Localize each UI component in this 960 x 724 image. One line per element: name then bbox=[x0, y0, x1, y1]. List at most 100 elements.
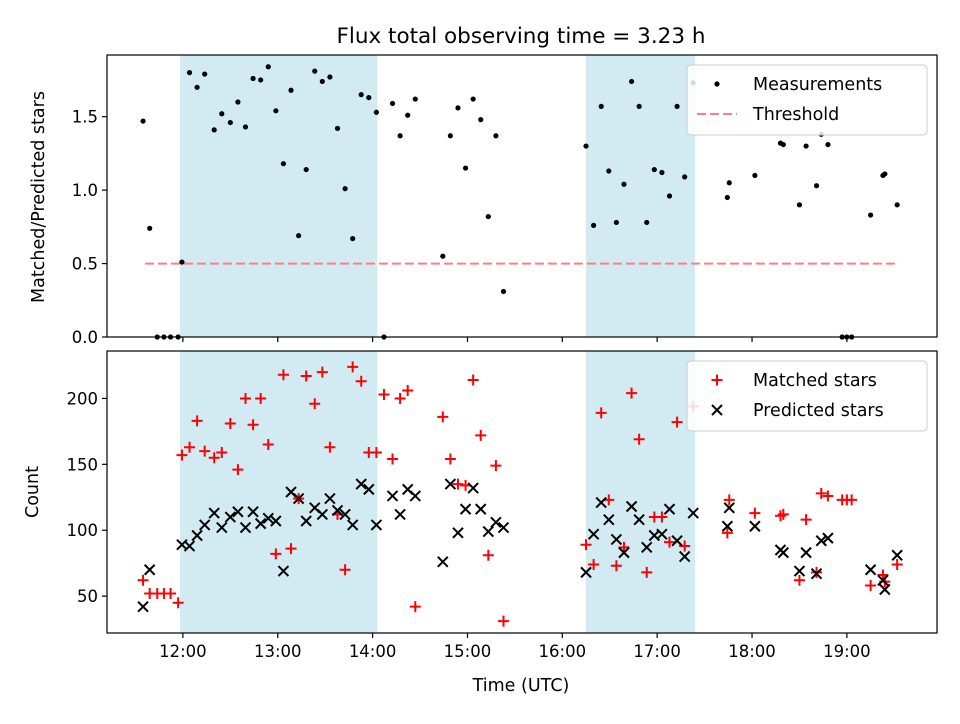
x-tick-label: 13:00 bbox=[254, 642, 302, 661]
matched-point bbox=[232, 464, 244, 476]
predicted-point bbox=[459, 503, 472, 515]
legend-box-bottom bbox=[686, 360, 928, 432]
measurement-point bbox=[591, 222, 597, 228]
matched-point bbox=[277, 369, 289, 381]
measurement-point bbox=[350, 235, 356, 242]
measurement-point bbox=[358, 92, 364, 98]
predicted-point bbox=[191, 529, 203, 542]
matched-point bbox=[793, 574, 805, 586]
matched-point bbox=[378, 388, 390, 400]
matched-point bbox=[216, 446, 228, 458]
panel-top: 0.0 0.5 1.0 1.5 Measurements Threshold bbox=[72, 54, 938, 347]
predicted-point bbox=[815, 535, 827, 547]
measurement-point bbox=[327, 74, 333, 80]
measurement-point bbox=[485, 213, 491, 220]
predicted-point bbox=[497, 521, 510, 534]
matched-point bbox=[394, 392, 406, 404]
matched-point bbox=[339, 564, 351, 576]
predicted-point bbox=[721, 520, 734, 532]
legend-marker-matched bbox=[711, 374, 723, 386]
predicted-point bbox=[800, 546, 812, 559]
measurement-point bbox=[258, 77, 264, 83]
predicted-point bbox=[467, 482, 479, 494]
measurement-point bbox=[412, 96, 418, 102]
matched-point bbox=[172, 597, 184, 609]
matched-point bbox=[610, 560, 622, 572]
matched-point bbox=[347, 361, 359, 373]
predicted-point bbox=[254, 517, 267, 530]
predicted-point bbox=[641, 541, 653, 554]
matched-point bbox=[191, 415, 203, 427]
measurement-point bbox=[397, 133, 403, 139]
predicted-point bbox=[370, 519, 383, 531]
predicted-point bbox=[208, 507, 220, 519]
predicted-point bbox=[239, 521, 252, 534]
matched-point bbox=[482, 549, 494, 561]
matched-point bbox=[891, 558, 903, 570]
measurement-point bbox=[726, 180, 732, 186]
measurement-point bbox=[147, 225, 153, 231]
matched-point bbox=[595, 407, 607, 419]
measurement-point bbox=[366, 94, 372, 101]
matched-point bbox=[247, 419, 259, 431]
predicted-point bbox=[386, 490, 399, 502]
matched-point bbox=[255, 392, 267, 404]
matched-point bbox=[324, 441, 336, 453]
predicted-point bbox=[678, 550, 691, 563]
matched-point bbox=[285, 543, 297, 555]
predicted-point bbox=[143, 564, 156, 576]
predicted-point bbox=[618, 546, 630, 559]
measurement-point bbox=[636, 103, 642, 110]
measurement-point bbox=[813, 183, 820, 189]
matched-point bbox=[370, 446, 382, 458]
measurement-point bbox=[389, 100, 396, 107]
matched-point bbox=[316, 366, 328, 378]
panel-bottom: 50 100 150 200 12:00 13:00 14:00 15:00 16:00 17:0… bbox=[67, 350, 938, 661]
y-axis-label-bottom: Count bbox=[23, 466, 43, 518]
measurement-point bbox=[493, 133, 499, 139]
matched-point bbox=[239, 392, 251, 404]
predicted-point bbox=[183, 540, 196, 552]
matched-point bbox=[409, 601, 421, 613]
predicted-point bbox=[292, 492, 305, 505]
measurement-point bbox=[250, 75, 256, 82]
measurement-point bbox=[405, 112, 411, 118]
matched-point bbox=[846, 494, 858, 506]
measurement-point bbox=[312, 68, 318, 74]
predicted-point bbox=[452, 527, 464, 539]
predicted-point bbox=[232, 506, 244, 518]
matched-point bbox=[208, 452, 220, 464]
predicted-point bbox=[198, 519, 211, 531]
predicted-point bbox=[580, 566, 592, 579]
predicted-point bbox=[346, 519, 359, 531]
predicted-point bbox=[324, 492, 336, 505]
legend-marker-measurements bbox=[714, 81, 720, 87]
predicted-point bbox=[810, 567, 823, 580]
matched-point bbox=[774, 510, 786, 522]
predicted-point bbox=[247, 506, 259, 518]
measurement-point bbox=[780, 141, 786, 148]
matched-point bbox=[721, 527, 733, 539]
matched-point bbox=[815, 487, 827, 499]
predicted-point bbox=[793, 565, 806, 577]
measurement-point bbox=[186, 70, 193, 76]
matched-point bbox=[723, 494, 735, 506]
predicted-point bbox=[270, 515, 282, 527]
matched-point bbox=[309, 398, 321, 410]
matched-point bbox=[498, 615, 510, 627]
matched-point bbox=[749, 507, 761, 519]
measurement-point bbox=[194, 84, 200, 90]
y-tick-label-top: 0.5 bbox=[72, 255, 98, 274]
measurement-point bbox=[447, 133, 453, 139]
measurement-point bbox=[303, 166, 309, 173]
matched-point bbox=[355, 375, 367, 387]
matched-point bbox=[618, 541, 630, 553]
measurement-point bbox=[500, 288, 507, 295]
measurement-point bbox=[462, 165, 469, 171]
matched-point bbox=[475, 429, 487, 441]
legend-label-bottom: Matched stars bbox=[753, 371, 877, 391]
matched-point bbox=[822, 490, 834, 502]
x-axis-label: Time (UTC) bbox=[472, 676, 570, 696]
measurement-point bbox=[752, 172, 758, 179]
predicted-point bbox=[216, 521, 228, 534]
